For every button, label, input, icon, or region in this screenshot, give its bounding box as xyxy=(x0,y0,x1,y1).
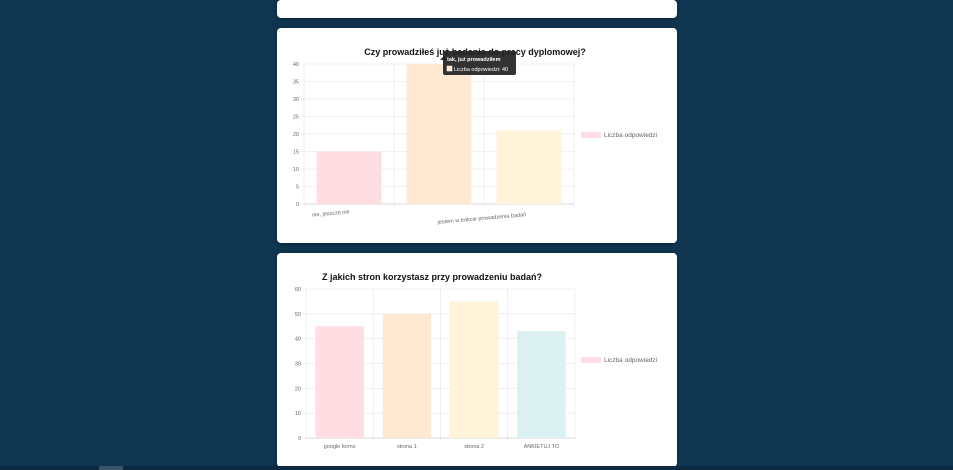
y-tick-label: 0 xyxy=(298,436,301,442)
y-tick-label: 25 xyxy=(293,115,299,121)
y-axis-ticks: 0 10 20 30 40 50 60 xyxy=(295,287,301,442)
y-tick-label: 40 xyxy=(293,62,299,68)
tooltip: tak, już prowadziłem Liczba odpowiedzi: … xyxy=(440,51,516,75)
legend-label: Liczba odpowiedzi xyxy=(604,357,657,364)
chart-title: Z jakich stron korzystasz przy prowadzen… xyxy=(322,272,542,282)
chart-card-2: Z jakich stron korzystasz przy prowadzen… xyxy=(277,253,677,467)
x-tick-label: jestem w trakcie prowadzenia badań xyxy=(436,212,526,226)
bar[interactable] xyxy=(496,130,562,205)
x-axis-labels: nie, jeszcze nie jestem w trakcie prowadz… xyxy=(312,209,527,226)
tooltip-swatch xyxy=(446,65,453,72)
legend-swatch xyxy=(581,357,601,363)
bar[interactable] xyxy=(316,151,382,205)
x-tick-label: strona 2 xyxy=(464,444,484,450)
y-tick-label: 0 xyxy=(296,202,299,208)
y-tick-label: 15 xyxy=(293,150,299,156)
x-tick-label: nie, jeszcze nie xyxy=(312,209,350,218)
y-tick-label: 30 xyxy=(293,97,299,103)
y-tick-label: 40 xyxy=(295,337,301,343)
bar-chart-research-status: Czy prowadziłeś już badania do pracy dyp… xyxy=(293,47,657,226)
y-tick-label: 10 xyxy=(295,411,301,417)
y-tick-label: 50 xyxy=(295,312,301,318)
legend[interactable]: Liczba odpowiedzi xyxy=(581,357,657,364)
bottom-bar xyxy=(0,466,953,470)
tooltip-title: tak, już prowadziłem xyxy=(447,57,501,63)
bar[interactable] xyxy=(449,301,499,438)
bar[interactable] xyxy=(315,326,364,438)
y-axis-ticks: 0 5 10 15 20 25 30 35 40 xyxy=(293,62,299,208)
bars xyxy=(315,301,566,438)
legend[interactable]: Liczba odpowiedzi xyxy=(581,132,657,139)
y-tick-label: 35 xyxy=(293,80,299,86)
tooltip-label: Liczba odpowiedzi: 40 xyxy=(454,67,508,73)
bar-chart-research-sites: Z jakich stron korzystasz przy prowadzen… xyxy=(295,272,657,450)
tooltip-box xyxy=(443,51,516,75)
chart-card-1: Czy prowadziłeś już badania do pracy dyp… xyxy=(277,28,677,243)
bar[interactable] xyxy=(406,64,472,204)
x-tick-label: google forms xyxy=(324,444,356,450)
y-tick-label: 20 xyxy=(295,386,301,392)
previous-card xyxy=(277,0,677,18)
bar[interactable] xyxy=(517,331,566,438)
bar[interactable] xyxy=(382,313,432,438)
legend-label: Liczba odpowiedzi xyxy=(604,132,657,139)
y-tick-label: 60 xyxy=(295,287,301,293)
x-tick-label: ANKIETUJ TO xyxy=(524,444,560,450)
bottom-tab xyxy=(99,466,123,470)
y-tick-label: 30 xyxy=(295,362,301,368)
y-tick-label: 10 xyxy=(293,167,299,173)
x-axis-labels: google forms strona 1 strona 2 ANKIETUJ TO xyxy=(324,444,560,450)
bars xyxy=(316,64,562,205)
y-tick-label: 20 xyxy=(293,132,299,138)
x-tick-label: strona 1 xyxy=(397,444,417,450)
legend-swatch xyxy=(581,132,601,138)
y-tick-label: 5 xyxy=(296,185,299,191)
